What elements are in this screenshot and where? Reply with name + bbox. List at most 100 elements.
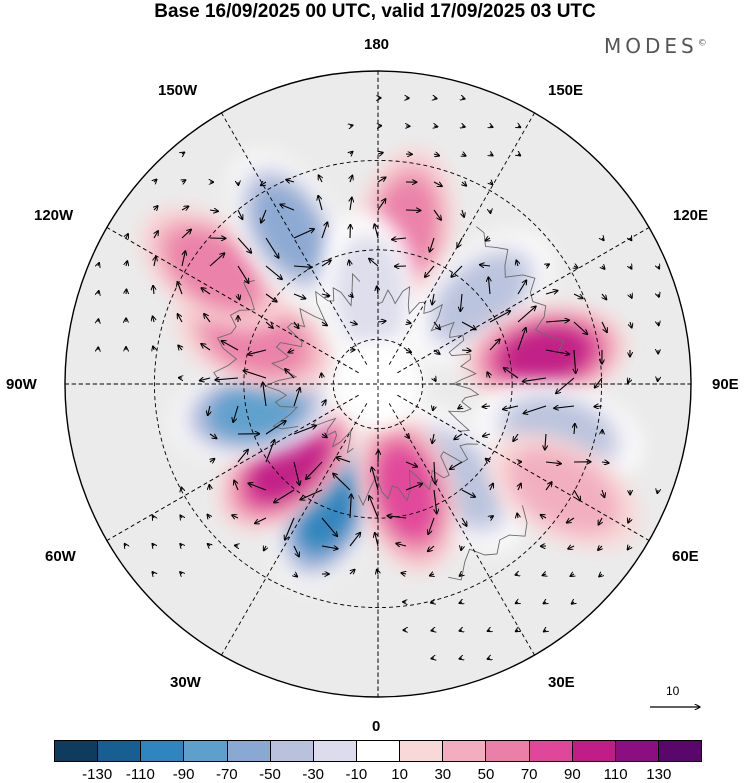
wind-vector	[598, 517, 602, 525]
colorbar-tick-label: -50	[259, 766, 281, 783]
coastline	[311, 417, 354, 454]
wind-vector	[265, 237, 279, 258]
colorbar-tick-label: 90	[564, 766, 581, 783]
wind-vector	[518, 126, 521, 128]
colorbar-cell	[313, 741, 357, 761]
wind-vector	[431, 658, 434, 659]
colorbar-cell	[227, 741, 271, 761]
wind-vector	[522, 377, 547, 382]
wind-vector	[490, 154, 493, 156]
colorbar-tick-label: -130	[82, 766, 113, 783]
lon-label-120e: 120E	[673, 207, 709, 224]
colorbar-tick-label: 70	[520, 766, 538, 783]
coastline	[264, 272, 361, 430]
wind-vector	[180, 544, 182, 546]
lon-label-90e: 90E	[712, 376, 739, 393]
wind-vector	[293, 425, 316, 435]
wind-vector	[235, 545, 239, 546]
colorbar-cell	[356, 741, 401, 761]
colorbar-tick-label: 130	[646, 766, 672, 783]
wind-vector	[126, 234, 128, 238]
wind-vector	[265, 265, 282, 279]
colorbar-cell	[658, 741, 702, 761]
lon-label-180: 180	[364, 36, 390, 53]
wind-vector	[433, 321, 440, 330]
wind-vector	[405, 210, 421, 211]
latitude-circle	[153, 159, 603, 609]
wind-vector	[459, 658, 462, 659]
colorbar-cell	[400, 741, 444, 761]
wind-vector	[152, 572, 154, 574]
wind-vector	[405, 484, 423, 491]
wind-vector	[594, 377, 603, 388]
wind-vector	[285, 369, 295, 379]
wind-vector	[461, 350, 471, 351]
colorbar-cell	[270, 741, 314, 761]
wind-vector	[280, 204, 295, 211]
wind-vector	[658, 322, 659, 326]
wind-vector	[98, 263, 99, 266]
wind-vector	[306, 461, 323, 479]
wind-vector	[567, 517, 575, 523]
colorbar-cell	[141, 741, 185, 761]
wind-vector	[574, 266, 578, 268]
wind-vector	[543, 630, 546, 632]
wind-vector	[602, 238, 604, 241]
wind-vector	[490, 126, 493, 127]
wind-vector	[237, 449, 248, 463]
colorbar-cell	[529, 741, 573, 761]
wind-vector	[322, 322, 327, 326]
wind-vector	[515, 630, 518, 632]
wind-vector	[177, 282, 183, 295]
wind-vector	[461, 517, 467, 526]
wind-vector	[293, 229, 314, 239]
wind-vector	[490, 210, 491, 213]
wind-vector	[599, 574, 602, 577]
wind-vector	[630, 266, 632, 269]
wind-vector	[153, 285, 154, 295]
wind-vector	[630, 321, 632, 328]
wind-vector	[293, 293, 306, 299]
wind-vector	[573, 321, 588, 334]
wind-vector	[518, 483, 521, 491]
wind-vector	[233, 405, 239, 422]
wind-vector	[487, 630, 490, 631]
wind-vector	[513, 433, 519, 441]
wind-vector	[318, 175, 322, 183]
anomaly-blob	[355, 409, 459, 575]
wind-vector	[434, 461, 435, 484]
wind-vector	[542, 574, 546, 576]
wind-vector	[627, 546, 630, 550]
wind-vector	[628, 378, 630, 383]
wind-vector	[293, 545, 299, 557]
anomaly-field	[139, 146, 642, 589]
wind-vector	[657, 490, 658, 494]
wind-vector	[488, 277, 490, 295]
coastlines	[213, 226, 565, 581]
wind-vector	[602, 293, 607, 300]
wind-vector	[433, 406, 434, 411]
reference-vector-value: 10	[666, 684, 680, 698]
wind-vector	[293, 461, 300, 485]
wind-vector	[288, 350, 295, 353]
wind-vector	[350, 494, 351, 519]
wind-vector	[377, 321, 386, 322]
wind-vector	[300, 489, 323, 500]
wind-vector	[201, 344, 211, 351]
wind-vector	[489, 339, 500, 351]
wind-vector	[350, 197, 352, 211]
lon-label-0: 0	[372, 718, 381, 735]
wind-vector	[265, 440, 275, 463]
lon-label-90w: 90W	[6, 376, 37, 393]
wind-vector	[264, 546, 266, 551]
colorbar	[54, 740, 702, 762]
wind-vector	[517, 513, 518, 518]
wind-vector	[570, 574, 574, 576]
wind-vector	[321, 222, 328, 239]
wind-vector	[350, 125, 353, 126]
wind-vector	[432, 293, 434, 305]
wind-vector	[556, 377, 575, 394]
wind-vector	[594, 406, 603, 407]
wind-vector	[349, 532, 361, 547]
wind-vector	[180, 572, 182, 574]
